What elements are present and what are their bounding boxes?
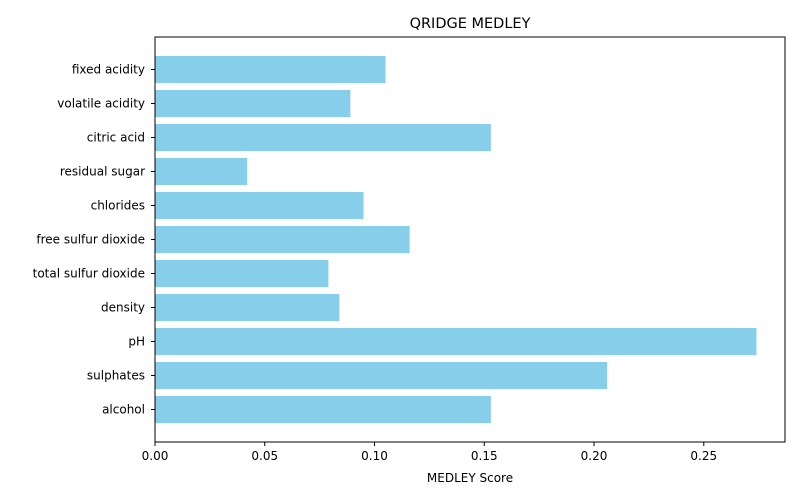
bar-fixed-acidity [155, 56, 386, 83]
x-tick-label: 0.15 [471, 449, 498, 463]
bar-total-sulfur-dioxide [155, 260, 329, 287]
bar-sulphates [155, 362, 608, 389]
bar-pH [155, 328, 757, 355]
y-tick-label: pH [128, 335, 145, 349]
x-axis-label: MEDLEY Score [427, 471, 513, 485]
y-tick-label: citric acid [87, 131, 145, 145]
x-tick-label: 0.10 [361, 449, 388, 463]
x-axis-ticks: 0.00 0.05 0.10 0.15 0.20 0.25 [142, 442, 717, 463]
y-tick-label: density [101, 301, 145, 315]
y-tick-label: alcohol [102, 403, 145, 417]
x-tick-label: 0.00 [142, 449, 169, 463]
y-tick-label: volatile acidity [57, 97, 145, 111]
bar-density [155, 294, 340, 321]
x-tick-label: 0.05 [251, 449, 278, 463]
bar-citric-acid [155, 124, 491, 151]
bar-alcohol [155, 396, 491, 423]
x-tick-label: 0.20 [581, 449, 608, 463]
bar-volatile-acidity [155, 90, 351, 117]
y-tick-label: total sulfur dioxide [33, 267, 145, 281]
bar-chlorides [155, 192, 364, 219]
x-tick-label: 0.25 [690, 449, 717, 463]
bars-group [155, 56, 757, 423]
y-tick-label: sulphates [87, 369, 145, 383]
y-tick-label: free sulfur dioxide [36, 233, 145, 247]
y-tick-label: residual sugar [60, 165, 145, 179]
y-axis-ticks: fixed acidity volatile acidity citric acid… [33, 63, 155, 417]
y-tick-label: fixed acidity [72, 63, 145, 77]
plot-area-frame [154, 36, 786, 443]
chart-title: QRIDGE MEDLEY [410, 16, 531, 32]
bar-residual-sugar [155, 158, 248, 185]
bar-free-sulfur-dioxide [155, 226, 410, 253]
y-tick-label: chlorides [91, 199, 145, 213]
